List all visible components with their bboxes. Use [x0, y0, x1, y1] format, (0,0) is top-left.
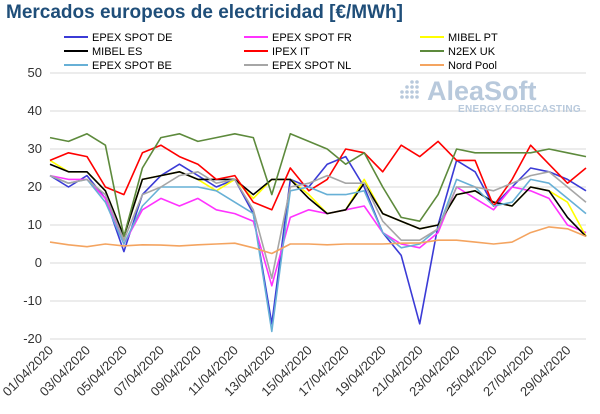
logo-dot	[410, 85, 414, 89]
logo-dot	[400, 90, 404, 94]
legend-label: EPEX SPOT NL	[272, 60, 351, 72]
logo-dot	[415, 80, 419, 84]
series-line	[49, 174, 587, 333]
y-tick-label: -20	[23, 331, 42, 346]
series-line	[49, 171, 587, 280]
y-tick-label: 0	[35, 255, 42, 270]
logo-dot	[410, 90, 414, 94]
chart-title: Mercados europeos de electricidad [€/MWh…	[6, 2, 403, 23]
logo-dot	[405, 95, 409, 99]
logo-dot	[400, 95, 404, 99]
logo-dot	[415, 85, 419, 89]
legend-label: N2EX UK	[448, 46, 496, 58]
legend-label: EPEX SPOT FR	[272, 32, 352, 44]
legend-label: EPEX SPOT BE	[92, 60, 172, 72]
logo-dot	[410, 80, 414, 84]
logo-tagline: ENERGY FORECASTING	[458, 104, 581, 115]
y-tick-label: 10	[28, 217, 42, 232]
gridlines	[50, 72, 586, 340]
x-axis-ticks: 01/04/202003/04/202005/04/202007/04/2020…	[0, 343, 574, 400]
series-line	[49, 226, 587, 255]
logo-dot	[415, 90, 419, 94]
y-tick-label: 30	[28, 141, 42, 156]
logo-name: AleaSoft	[427, 76, 537, 106]
series-lines	[49, 133, 587, 333]
y-axis-ticks: -20 -10 0 10 20 30 40 50	[23, 65, 42, 346]
legend-label: Nord Pool	[448, 60, 497, 72]
series-line	[49, 140, 587, 211]
logo-dot	[405, 85, 409, 89]
legend: EPEX SPOT DE EPEX SPOT FR MIBEL PT MIBEL ES…	[64, 32, 498, 72]
legend-label: MIBEL PT	[448, 32, 498, 44]
y-tick-label: 20	[28, 179, 42, 194]
logo-dots-icon	[400, 80, 419, 99]
legend-label: IPEX IT	[272, 46, 310, 58]
legend-label: MIBEL ES	[92, 46, 142, 58]
y-tick-label: -10	[23, 293, 42, 308]
y-tick-label: 40	[28, 103, 42, 118]
logo-dot	[415, 95, 419, 99]
legend-label: EPEX SPOT DE	[92, 32, 173, 44]
aleasoft-logo: AleaSoft ENERGY FORECASTING	[400, 76, 581, 115]
logo-dot	[405, 90, 409, 94]
y-tick-label: 50	[28, 65, 42, 80]
logo-dot	[410, 95, 414, 99]
series-line	[49, 133, 587, 238]
